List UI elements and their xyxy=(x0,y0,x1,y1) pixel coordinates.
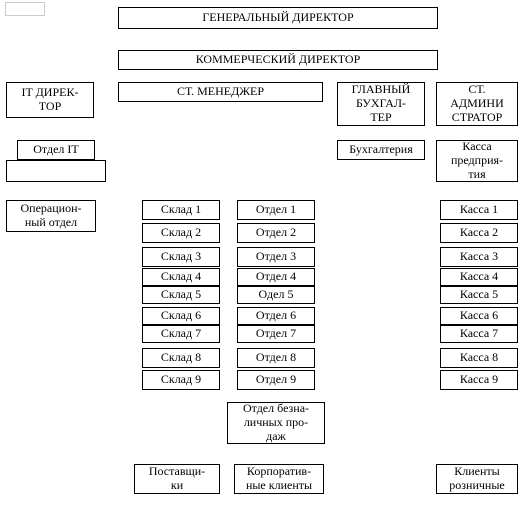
node-placeholder xyxy=(5,2,45,16)
node-kassa_2: Касса 2 xyxy=(440,223,518,243)
node-komm_dir: КОММЕРЧЕСКИЙ ДИРЕКТОР xyxy=(118,50,438,70)
org-chart: ГЕНЕРАЛЬНЫЙ ДИРЕКТОР КОММЕРЧЕСКИЙ ДИРЕКТО… xyxy=(0,0,525,521)
node-kassa_7: Касса 7 xyxy=(440,325,518,343)
node-kassa_4: Касса 4 xyxy=(440,268,518,286)
node-postav: Поставщи-ки xyxy=(134,464,220,494)
node-sklad_2: Склад 2 xyxy=(142,223,220,243)
node-kassa_pred: Кассапредприя-тия xyxy=(436,140,518,182)
node-sklad_3: Склад 3 xyxy=(142,247,220,267)
node-otdel_9: Отдел 9 xyxy=(237,370,315,390)
node-sklad_6: Склад 6 xyxy=(142,307,220,325)
node-otdel_5: Одел 5 xyxy=(237,286,315,304)
node-kassa_8: Касса 8 xyxy=(440,348,518,368)
node-otdel_2: Отдел 2 xyxy=(237,223,315,243)
node-sklad_7: Склад 7 xyxy=(142,325,220,343)
node-sklad_9: Склад 9 xyxy=(142,370,220,390)
node-it_dir: IT ДИРЕК-ТОР xyxy=(6,82,94,118)
node-kassa_6: Касса 6 xyxy=(440,307,518,325)
node-gl_buh: ГЛАВНЫЙБУХГАЛ-ТЕР xyxy=(337,82,425,126)
node-sklad_1: Склад 1 xyxy=(142,200,220,220)
node-oper_otdel: Операцион-ный отдел xyxy=(6,200,96,232)
node-otdel_6: Отдел 6 xyxy=(237,307,315,325)
node-otdel_beznal: Отдел безна-личных про-даж xyxy=(227,402,325,444)
node-otdel_it_below xyxy=(6,160,106,182)
node-st_manager: СТ. МЕНЕДЖЕР xyxy=(118,82,323,102)
node-otdel_8: Отдел 8 xyxy=(237,348,315,368)
node-otdel_7: Отдел 7 xyxy=(237,325,315,343)
node-kassa_3: Касса 3 xyxy=(440,247,518,267)
node-klienty_rozn: Клиентырозничные xyxy=(436,464,518,494)
node-kassa_1: Касса 1 xyxy=(440,200,518,220)
node-sklad_4: Склад 4 xyxy=(142,268,220,286)
node-sklad_5: Склад 5 xyxy=(142,286,220,304)
node-gen_dir: ГЕНЕРАЛЬНЫЙ ДИРЕКТОР xyxy=(118,7,438,29)
node-otdel_4: Отдел 4 xyxy=(237,268,315,286)
node-otdel_it: Отдел IT xyxy=(17,140,95,160)
node-otdel_1: Отдел 1 xyxy=(237,200,315,220)
node-buhgalteria: Бухгалтерия xyxy=(337,140,425,160)
node-kassa_5: Касса 5 xyxy=(440,286,518,304)
node-kassa_9: Касса 9 xyxy=(440,370,518,390)
node-sklad_8: Склад 8 xyxy=(142,348,220,368)
node-otdel_3: Отдел 3 xyxy=(237,247,315,267)
node-korp_klienty: Корпоратив-ные клиенты xyxy=(234,464,324,494)
node-st_admin: СТ.АДМИНИСТРАТОР xyxy=(436,82,518,126)
